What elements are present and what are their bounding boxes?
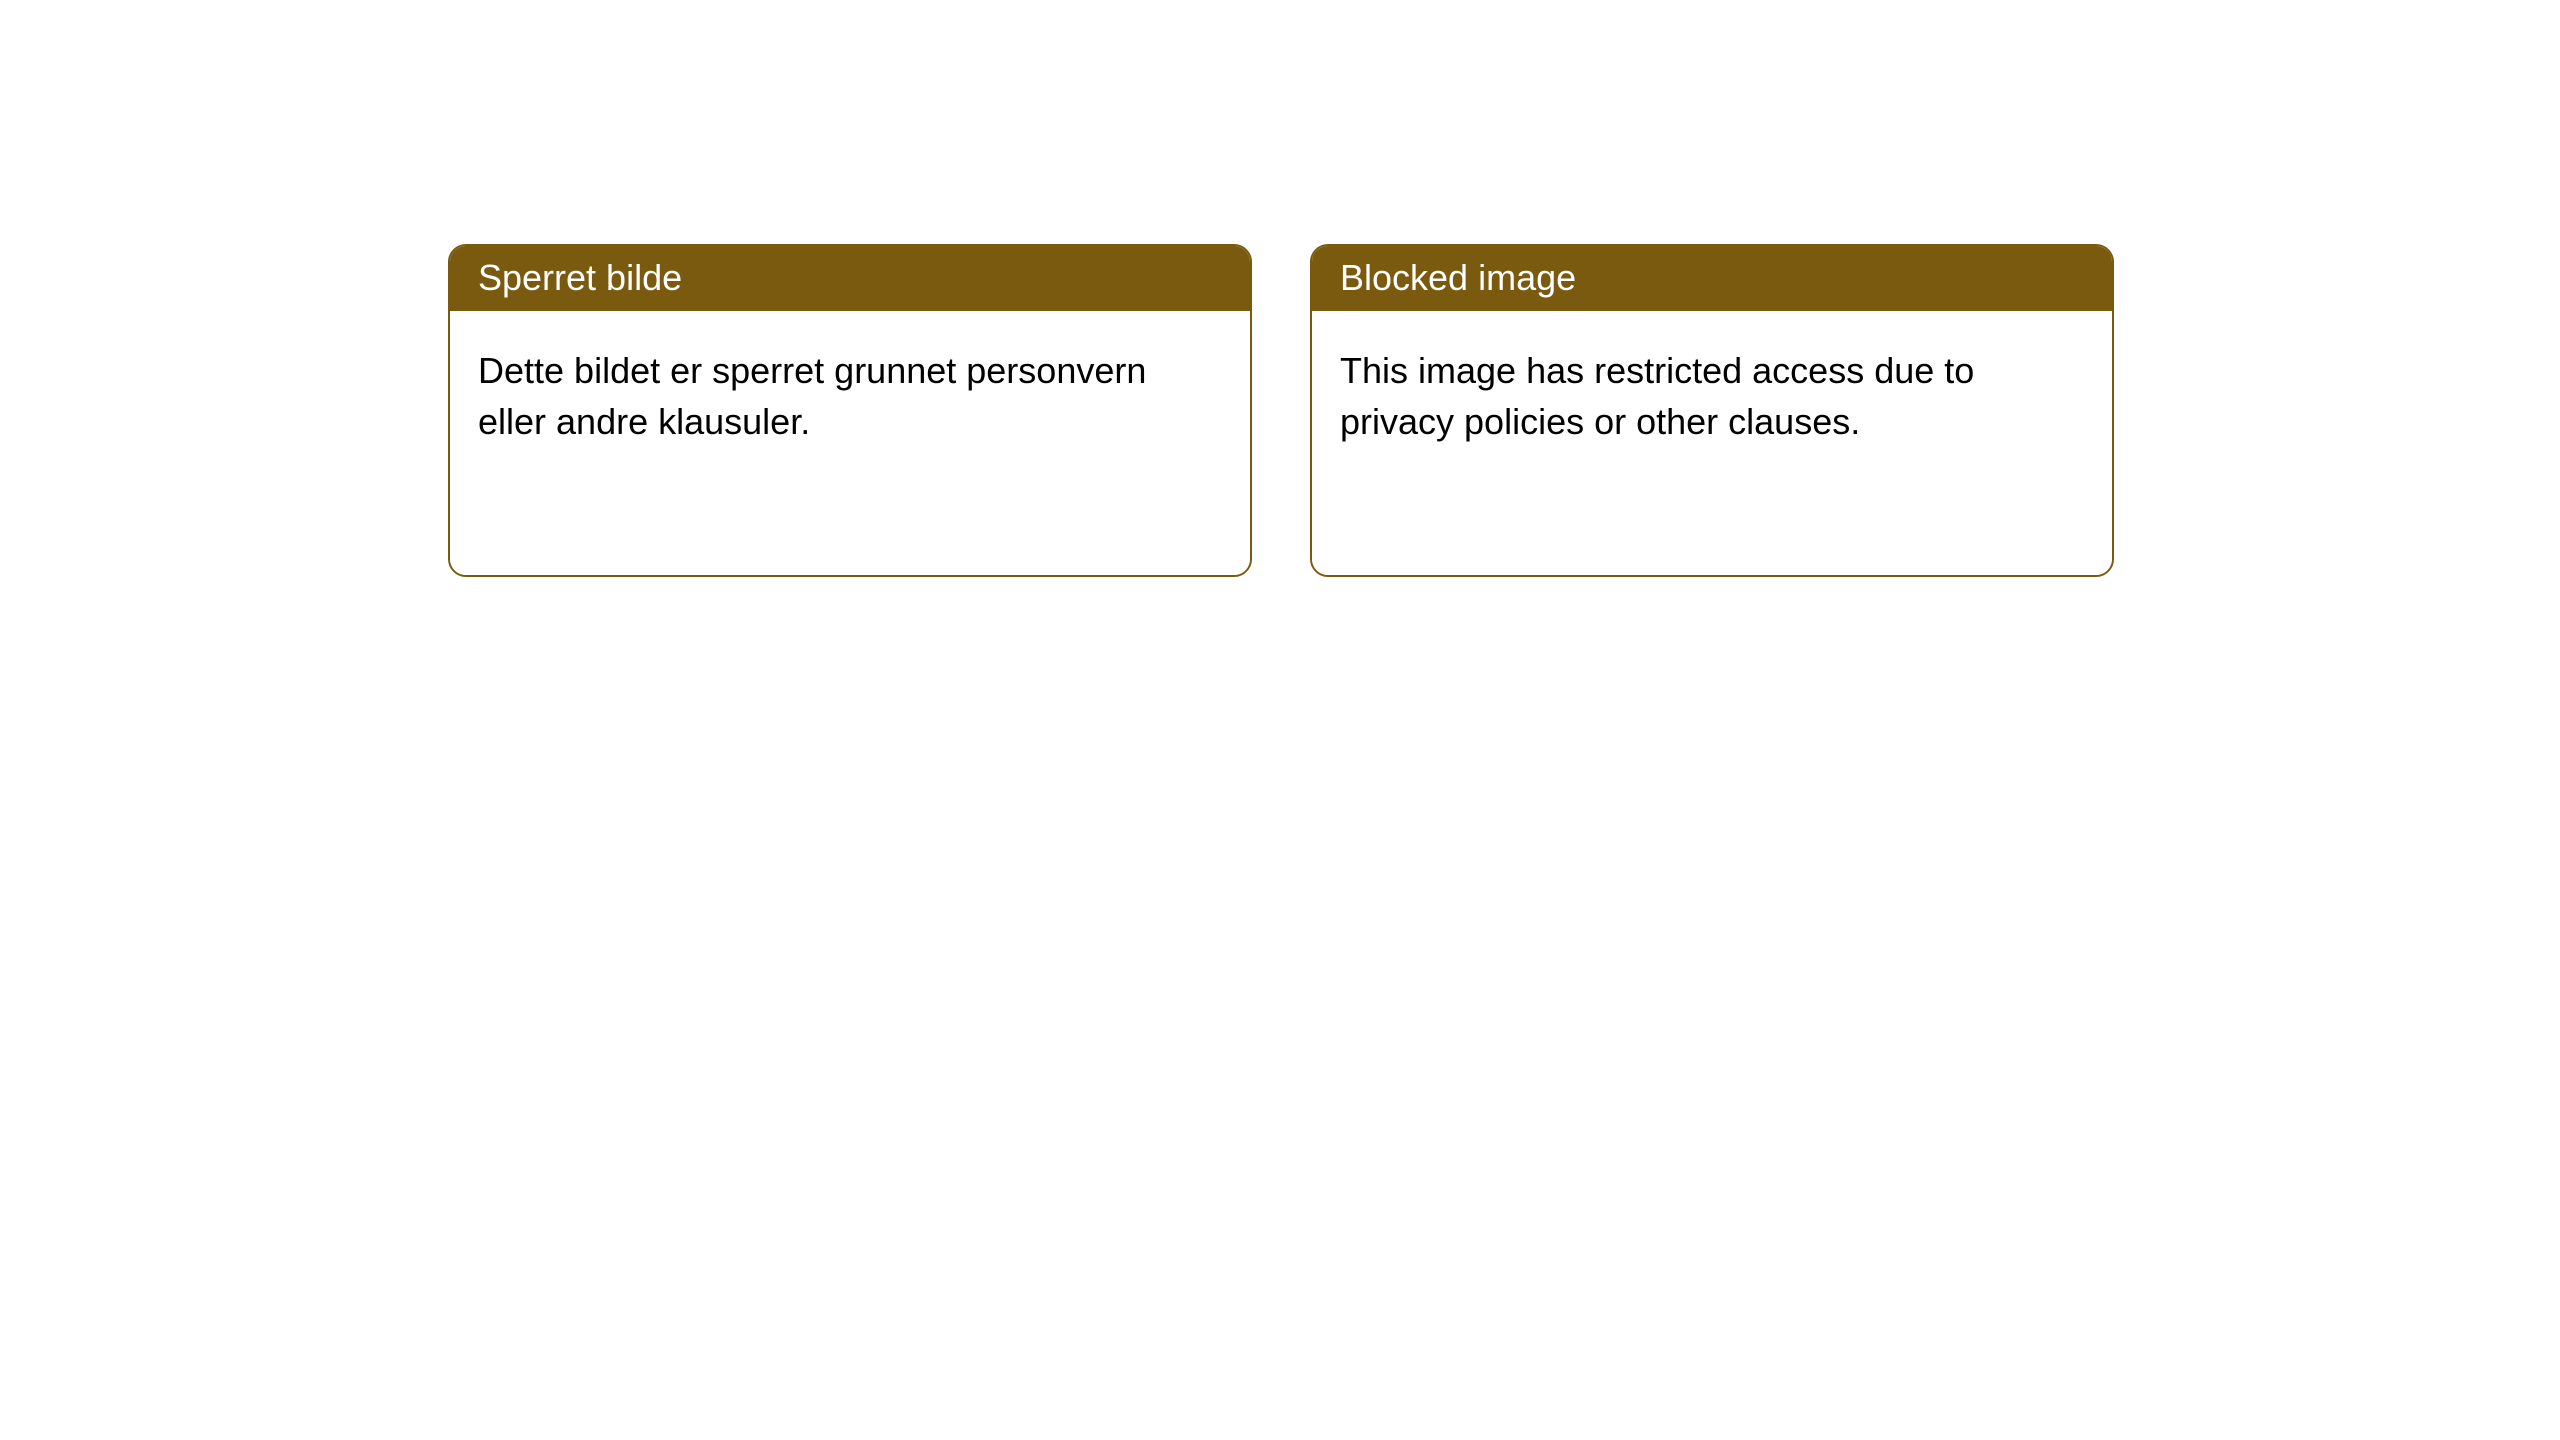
notice-body-norwegian: Dette bildet er sperret grunnet personve… [450,311,1250,575]
notice-header-english: Blocked image [1312,246,2112,311]
notice-body-english: This image has restricted access due to … [1312,311,2112,575]
notice-box-english: Blocked image This image has restricted … [1310,244,2114,577]
notice-header-norwegian: Sperret bilde [450,246,1250,311]
notice-box-norwegian: Sperret bilde Dette bildet er sperret gr… [448,244,1252,577]
notice-container: Sperret bilde Dette bildet er sperret gr… [0,0,2560,577]
